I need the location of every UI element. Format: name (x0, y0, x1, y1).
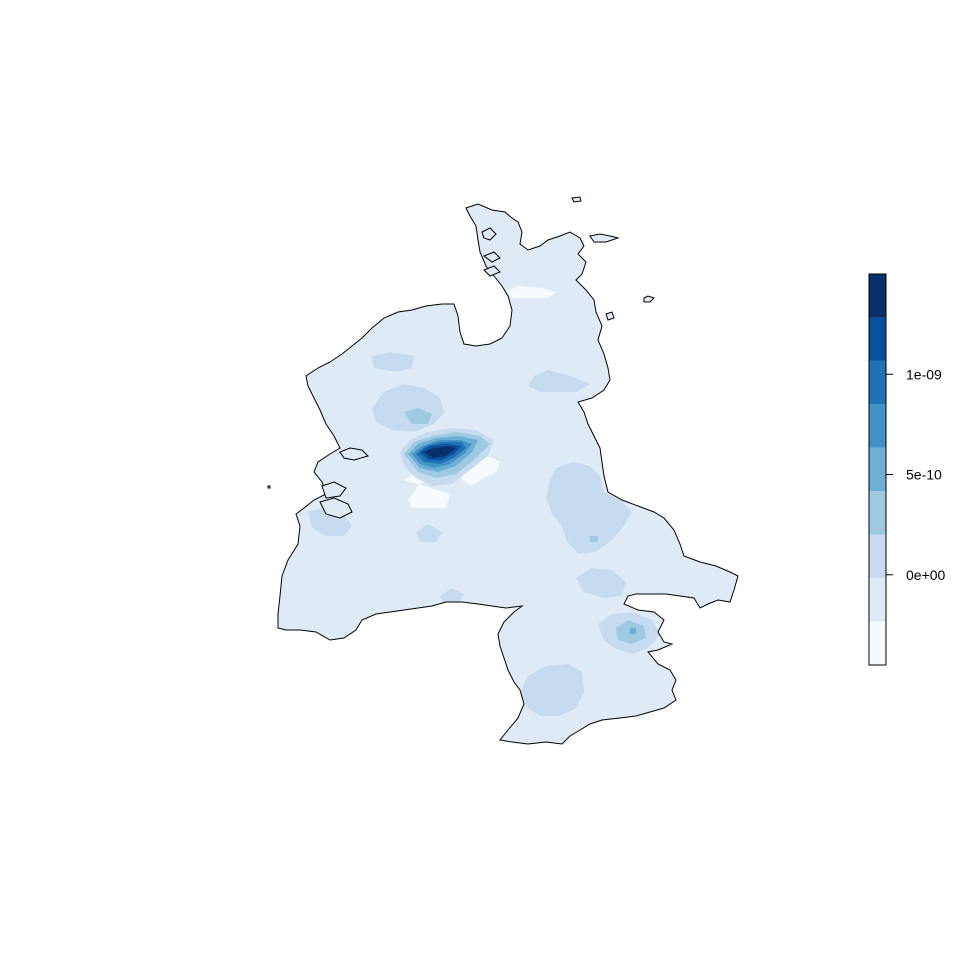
density-patch (404, 408, 432, 424)
density-patch (372, 352, 414, 372)
legend-swatch (869, 621, 886, 665)
density-patch (520, 664, 584, 716)
color-legend (868, 273, 887, 666)
island (589, 233, 620, 243)
island (321, 481, 347, 499)
island (571, 196, 582, 203)
legend-ticks: 1e-09 5e-10 0e+00 (886, 366, 946, 583)
island (319, 497, 353, 519)
island (481, 227, 497, 241)
island (267, 485, 271, 489)
island (482, 251, 501, 263)
density-patch (528, 370, 590, 392)
density-patch (440, 588, 464, 604)
island (339, 447, 369, 461)
legend-swatch (869, 491, 886, 535)
legend-swatch (869, 447, 886, 492)
density-patch (630, 628, 636, 634)
legend-swatch (869, 404, 886, 448)
legend-swatch (869, 317, 886, 361)
legend-swatch (869, 360, 886, 405)
legend-tick-label: 1e-09 (906, 366, 942, 382)
density-surface (278, 204, 738, 744)
legend-tick-label: 0e+00 (906, 567, 946, 583)
island-outlines (267, 196, 655, 519)
density-patch (404, 454, 500, 508)
region-base-fill (278, 204, 738, 744)
density-patch (416, 524, 442, 542)
island (605, 311, 615, 321)
legend-swatch (869, 274, 886, 318)
island (643, 295, 655, 303)
legend-swatch (869, 534, 886, 579)
density-patch (424, 446, 456, 458)
legend-frame (868, 273, 887, 666)
legend-swatch (869, 578, 886, 622)
region-outline (277, 203, 739, 745)
legend-tick-label: 5e-10 (906, 467, 942, 483)
island (483, 265, 501, 277)
density-patch (506, 286, 556, 298)
density-patch (576, 568, 626, 598)
density-patch (546, 462, 632, 554)
density-patch (590, 536, 598, 542)
